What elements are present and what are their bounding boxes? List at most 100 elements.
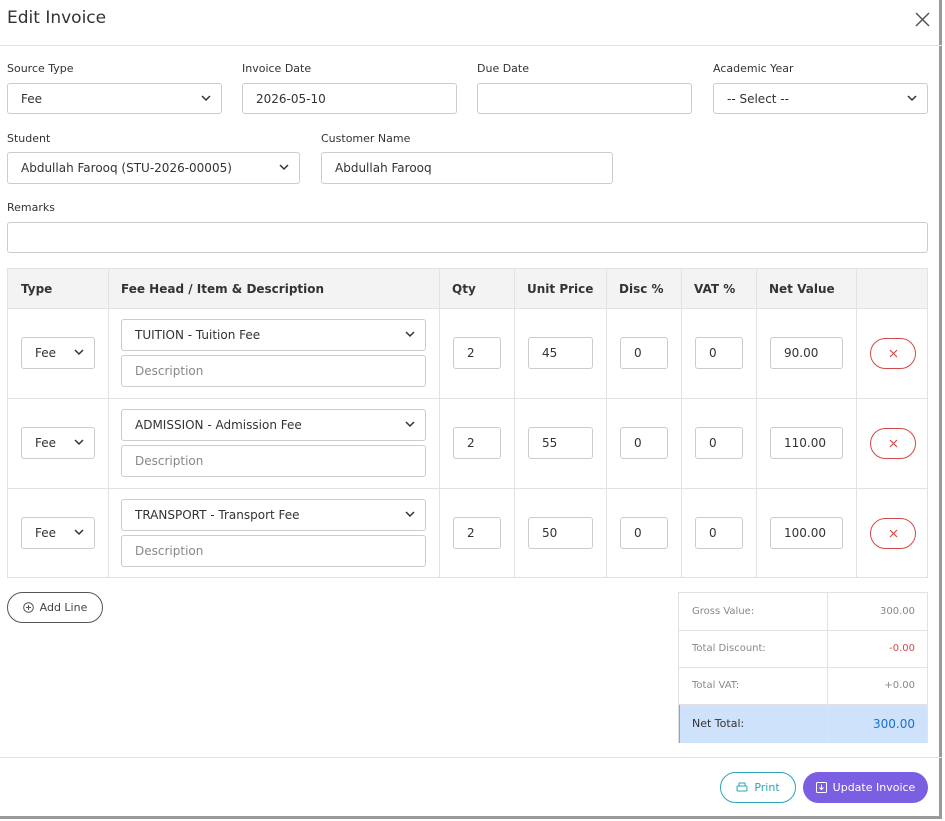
type-select[interactable]: Fee xyxy=(21,517,95,549)
select-value: Fee xyxy=(35,436,57,450)
text-input[interactable]: Abdullah Farooq xyxy=(321,152,613,184)
vat-input[interactable]: 0 xyxy=(695,337,743,369)
row-divider xyxy=(8,308,927,309)
disc-input[interactable]: 0 xyxy=(620,517,668,549)
fee-head-select[interactable]: TRANSPORT - Transport Fee xyxy=(121,499,426,531)
summary-label: Gross Value: xyxy=(692,606,755,617)
input-value: 0 xyxy=(709,346,717,360)
row-divider xyxy=(8,488,927,489)
input-value: 110.00 xyxy=(784,436,826,450)
field-label: Due Date xyxy=(477,62,529,75)
column-divider xyxy=(514,269,515,577)
row-divider xyxy=(679,704,927,705)
select-value: Fee xyxy=(35,346,57,360)
summary-value: +0.00 xyxy=(884,680,915,691)
remove-line-button[interactable] xyxy=(870,338,916,369)
select[interactable]: -- Select -- xyxy=(713,83,928,114)
select-value: -- Select -- xyxy=(727,91,789,106)
chevron-icon xyxy=(201,94,211,101)
fee-head-select[interactable]: ADMISSION - Admission Fee xyxy=(121,409,426,441)
column-divider xyxy=(439,269,440,577)
save-icon xyxy=(815,782,827,793)
input-value: 2 xyxy=(467,526,475,540)
button-label: Add Line xyxy=(39,601,88,614)
field-label: Invoice Date xyxy=(242,62,312,75)
type-select[interactable]: Fee xyxy=(21,427,95,459)
qty-input[interactable]: 2 xyxy=(453,427,501,459)
x-icon xyxy=(889,349,897,358)
disc-input[interactable]: 0 xyxy=(620,427,668,459)
description-input[interactable]: Description xyxy=(121,535,426,567)
chevron-icon xyxy=(279,164,289,171)
summary-table: Gross Value: 300.00 Total Discount: -0.00 To… xyxy=(678,592,928,743)
chevron-icon xyxy=(74,529,84,536)
unit-price-input[interactable]: 50 xyxy=(528,517,593,549)
text-input[interactable] xyxy=(7,222,928,253)
placeholder: Description xyxy=(135,364,204,378)
chevron-icon xyxy=(405,421,415,428)
type-select[interactable]: Fee xyxy=(21,337,95,369)
select[interactable]: Abdullah Farooq (STU-2026-00005) xyxy=(7,152,300,184)
chevron-icon xyxy=(907,94,917,101)
unit-price-input[interactable]: 45 xyxy=(528,337,593,369)
description-input[interactable]: Description xyxy=(121,355,426,387)
select-value: Abdullah Farooq (STU-2026-00005) xyxy=(21,161,232,175)
add-line-button[interactable]: Add Line xyxy=(7,592,103,623)
input-value: 55 xyxy=(542,436,558,450)
date-input[interactable] xyxy=(477,83,692,114)
net-value-input[interactable]: 90.00 xyxy=(770,337,843,369)
unit-price-input[interactable]: 55 xyxy=(528,427,593,459)
summary-value: 300.00 xyxy=(873,716,915,731)
date-input[interactable]: 2026-05-10 xyxy=(242,83,457,114)
qty-input[interactable]: 2 xyxy=(453,517,501,549)
chevron-icon xyxy=(405,511,415,518)
input-value: 2 xyxy=(467,436,475,450)
select[interactable]: Fee xyxy=(7,83,222,114)
input-value: 0 xyxy=(634,526,642,540)
column-header: Unit Price xyxy=(527,281,594,296)
input-value: Abdullah Farooq xyxy=(335,161,432,175)
field-label: Remarks xyxy=(7,201,55,214)
placeholder: Description xyxy=(135,454,204,468)
update-invoice-button[interactable]: Update Invoice xyxy=(803,772,928,803)
remove-line-button[interactable] xyxy=(870,518,916,549)
chevron-icon xyxy=(405,331,415,338)
column-header: VAT % xyxy=(694,281,736,296)
input-value: 50 xyxy=(542,526,558,540)
plus-icon xyxy=(22,602,34,613)
fee-head-select[interactable]: TUITION - Tuition Fee xyxy=(121,319,426,351)
column-divider xyxy=(681,269,682,577)
column-header: Net Value xyxy=(769,281,835,296)
placeholder: Description xyxy=(135,544,204,558)
vat-input[interactable]: 0 xyxy=(695,517,743,549)
chevron-icon xyxy=(74,439,84,446)
print-icon xyxy=(736,782,748,792)
column-divider xyxy=(827,593,828,742)
column-header: Qty xyxy=(452,281,476,296)
description-input[interactable]: Description xyxy=(121,445,426,477)
input-value: 100.00 xyxy=(784,526,826,540)
input-value: 2 xyxy=(467,346,475,360)
x-icon xyxy=(889,439,897,448)
summary-label: Total VAT: xyxy=(692,680,740,691)
select-value: TUITION - Tuition Fee xyxy=(135,328,261,342)
select-value: ADMISSION - Admission Fee xyxy=(135,418,302,432)
input-value: 0 xyxy=(634,346,642,360)
close-button[interactable] xyxy=(915,12,930,27)
summary-label: Net Total: xyxy=(692,717,745,730)
print-button[interactable]: Print xyxy=(720,772,796,803)
divider xyxy=(0,45,942,46)
net-total-bg xyxy=(679,704,927,743)
net-value-input[interactable]: 110.00 xyxy=(770,427,843,459)
qty-input[interactable]: 2 xyxy=(453,337,501,369)
net-value-input[interactable]: 100.00 xyxy=(770,517,843,549)
input-value: 0 xyxy=(634,436,642,450)
disc-input[interactable]: 0 xyxy=(620,337,668,369)
remove-line-button[interactable] xyxy=(870,428,916,459)
select-value: TRANSPORT - Transport Fee xyxy=(135,508,300,522)
button-label: Print xyxy=(754,781,780,794)
vat-input[interactable]: 0 xyxy=(695,427,743,459)
column-header: Fee Head / Item & Description xyxy=(121,281,325,296)
